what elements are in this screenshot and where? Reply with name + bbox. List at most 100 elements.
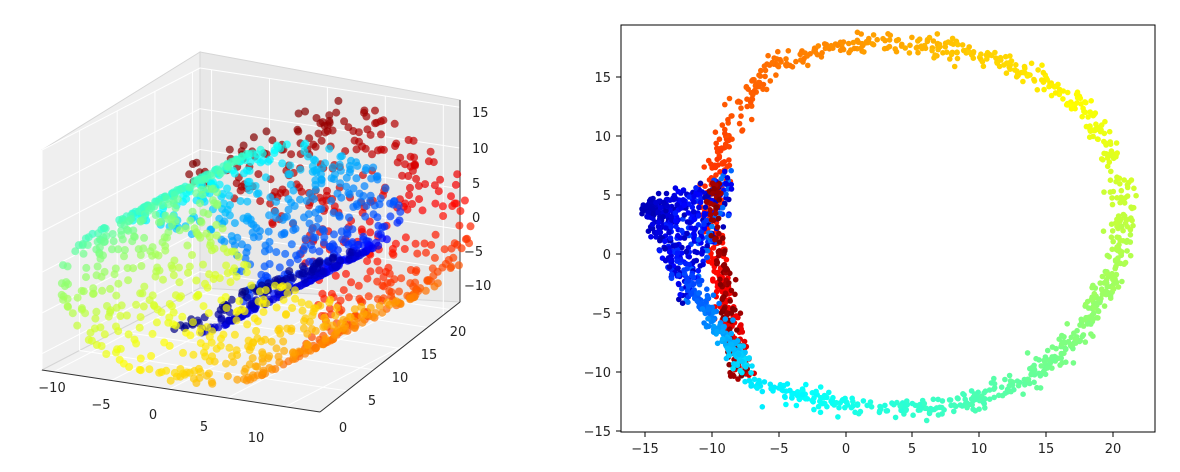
data-point [672,185,679,191]
data-point [366,267,375,276]
data-point [130,232,139,241]
data-point [1021,69,1027,76]
data-point [927,405,934,412]
data-point [337,193,346,202]
data-point [685,210,692,216]
data-point [360,182,369,191]
data-point [980,63,987,70]
data-point [179,184,188,193]
data-point [739,359,746,365]
data-point [948,402,954,409]
data-point [719,204,726,211]
data-point [360,106,369,115]
data-point [1055,81,1061,88]
data-point [229,358,238,367]
data-point [1113,271,1120,278]
data-point [135,323,144,332]
data-point [404,172,413,180]
data-point [685,299,691,306]
data-point [195,374,204,382]
data-point [213,199,222,208]
data-point [291,224,300,233]
data-point [661,199,667,206]
data-point [397,274,406,283]
data-point [1031,379,1037,386]
data-point [79,249,88,258]
data-point [242,268,251,277]
data-point [439,212,448,220]
data-point [430,253,439,262]
data-point [939,398,946,404]
data-point [311,176,320,185]
data-point [265,364,274,372]
data-point [268,136,277,145]
data-point [861,49,867,55]
data-point [1040,78,1046,84]
data-point [320,226,328,235]
data-point [357,225,366,234]
data-point [728,186,735,192]
data-point [686,194,692,200]
data-point [359,309,368,318]
data-point [170,256,179,265]
data-point [279,337,288,346]
data-point [350,305,359,314]
data-point [710,317,717,324]
data-point [966,44,972,50]
data-point [998,57,1004,63]
data-point [681,267,687,273]
data-point [726,352,733,359]
data-point [363,257,372,266]
data-point [383,298,392,307]
data-point [1097,128,1104,135]
data-point [719,122,726,128]
data-point [127,215,136,224]
data-point [674,250,681,256]
data-point [754,385,760,391]
data-point [902,45,908,51]
data-point [744,103,750,110]
data-point [756,72,762,78]
data-point [413,249,422,258]
data-point [401,233,410,242]
data-point [684,219,691,225]
data-point [934,31,941,37]
data-point [789,395,795,401]
data-point [114,245,123,254]
data-point [194,364,203,373]
data-point [406,183,414,192]
data-point [931,55,937,61]
data-point [265,245,274,254]
data-point [332,108,341,117]
data-point [457,244,466,253]
data-point [316,301,325,310]
data-point [657,204,664,211]
data-point [710,190,716,197]
data-point [176,365,185,373]
data-point [1037,373,1044,379]
data-point [347,248,356,257]
data-point [394,201,403,210]
data-point [223,184,232,193]
data-point [247,281,256,290]
data-point [248,354,257,363]
data-point [694,298,700,304]
data-point [328,163,337,172]
gridline [53,289,212,373]
data-point [395,287,403,296]
data-point [1049,82,1055,89]
swiss-roll-3d-chart: −10 −5 0 5 10 0 5 10 15 20 15 10 5 0 −5 … [38,51,491,446]
data-point [668,271,675,278]
data-point [711,309,717,315]
data-point [1115,213,1122,219]
data-point [384,263,393,272]
x-tick-label: 20 [1105,442,1122,457]
data-point [817,409,824,416]
data-point [644,213,650,220]
data-point [668,224,674,230]
data-point [714,340,721,347]
data-point [986,387,993,393]
data-point [768,385,774,392]
data-point [660,214,666,220]
data-point [422,248,430,257]
